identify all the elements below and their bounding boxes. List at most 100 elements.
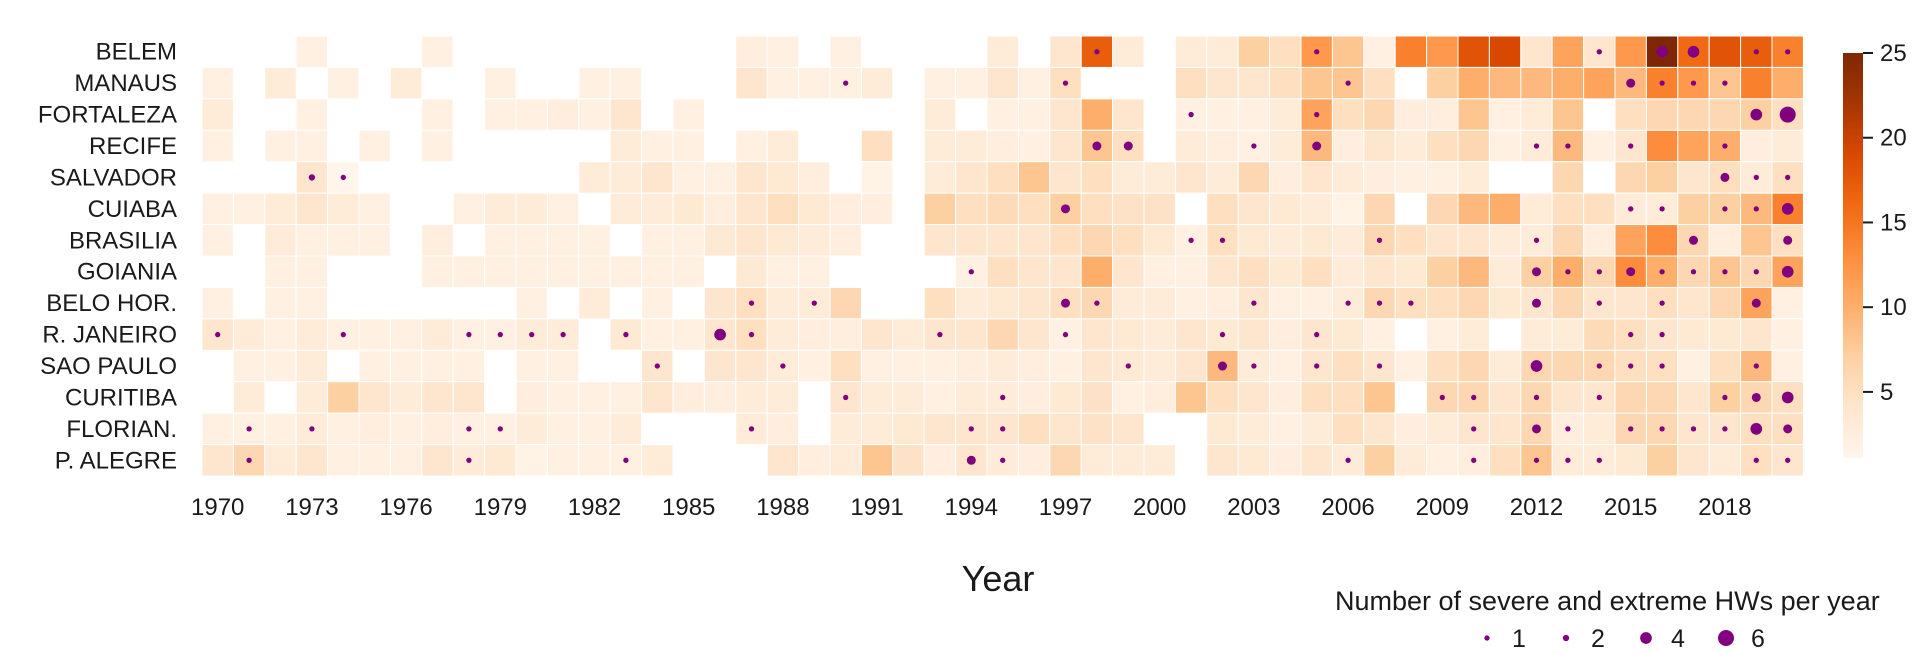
heatmap-cell (955, 286, 988, 320)
hw-dot (937, 331, 943, 338)
heatmap-cell (578, 255, 611, 288)
colorbar-tick-label: 10 (1880, 294, 1907, 321)
size-legend: Number of severe and extreme HWs per yea… (1335, 586, 1880, 653)
hw-dot (1722, 426, 1728, 432)
heatmap-cell (798, 66, 831, 100)
heatmap-cell (1206, 318, 1239, 351)
hw-dot (1722, 269, 1728, 275)
heatmap-cell (515, 286, 548, 320)
hw-dot (968, 269, 974, 275)
heatmap-cell (1551, 192, 1585, 226)
heatmap-cell (389, 444, 423, 477)
heatmap-cell (1583, 66, 1616, 100)
heatmap-cell (892, 318, 925, 351)
heatmap-cell (1457, 349, 1490, 383)
heatmap-cell (986, 349, 1019, 383)
heatmap-cell (389, 318, 423, 351)
heatmap-cell (1112, 35, 1145, 68)
heatmap-cell (986, 255, 1019, 288)
heatmap-cell (201, 286, 234, 320)
hw-dot (1188, 111, 1194, 118)
hw-dot (1376, 237, 1383, 243)
heatmap-cell (829, 286, 862, 320)
heatmap-cell (1488, 224, 1522, 257)
heatmap-cell (1583, 129, 1616, 163)
hw-dot (560, 331, 566, 338)
heatmap-cell (264, 412, 297, 446)
heatmap-cell (923, 349, 957, 383)
x-tick-label: 1991 (850, 494, 903, 521)
heatmap-cell (1551, 98, 1585, 131)
heatmap-cell (1300, 255, 1333, 288)
heatmap-cell (986, 192, 1019, 226)
heatmap-cell (1677, 318, 1710, 351)
heatmap-cell (766, 129, 800, 163)
heatmap-cell (735, 129, 768, 163)
heatmap-cell (1112, 444, 1145, 477)
heatmap-cell (1677, 286, 1710, 320)
heatmap-cell (295, 286, 329, 320)
heatmap-cell (1206, 35, 1239, 68)
hw-dot (1376, 300, 1383, 306)
heatmap-cell (1049, 381, 1082, 414)
hw-dot (1219, 237, 1226, 243)
heatmap-cell (1017, 66, 1051, 100)
heatmap-cell (1080, 381, 1114, 414)
hw-dot (309, 426, 315, 432)
heatmap-cell (1520, 98, 1553, 131)
heatmap-cell (1049, 161, 1082, 194)
heatmap-cell (546, 412, 580, 446)
heatmap-cell (1080, 224, 1114, 257)
heatmap-cell (641, 224, 674, 257)
hw-dot (1628, 206, 1634, 212)
heatmap-cell (1269, 35, 1302, 68)
heatmap-cell (358, 412, 391, 446)
heatmap-cells (201, 35, 1804, 477)
heatmap-cell (1331, 35, 1365, 68)
heatmap-cell (1237, 66, 1271, 100)
heatmap-cell (1488, 444, 1522, 477)
heatmap-cell (546, 192, 580, 226)
heatmap-cell (1551, 349, 1585, 383)
hw-dot (1565, 143, 1571, 149)
hw-dot (1750, 423, 1763, 435)
heatmap-cell (892, 444, 925, 477)
heatmap-cell (1426, 412, 1459, 446)
hw-dot (1781, 203, 1794, 215)
heatmap-cell (389, 66, 423, 100)
heatmap-cell (1677, 98, 1710, 131)
heatmap-cell (923, 161, 957, 194)
heatmap-cell (860, 318, 894, 351)
heatmap-cell (1269, 161, 1302, 194)
heatmap-cell (1112, 255, 1145, 288)
heatmap-cell (955, 381, 988, 414)
heatmap-cell (798, 192, 831, 226)
heatmap-cell (1017, 98, 1051, 131)
heatmap-cell (1520, 35, 1553, 68)
heatmap-cell (1457, 318, 1490, 351)
x-tick-label: 2012 (1510, 494, 1563, 521)
heatmap-cell (1300, 224, 1333, 257)
heatmap-cell (1174, 286, 1208, 320)
heatmap-cell (1771, 349, 1804, 383)
heatmap-cell (201, 444, 234, 477)
x-axis-tick-labels: 1970 1973 1976 1979 1982 1985 1988 1991 1994 1997… (191, 494, 1752, 521)
heatmap-cell (672, 161, 705, 194)
heatmap-cell (1457, 286, 1490, 320)
heatmap-cell (1426, 35, 1459, 68)
heatmap-cell (1645, 444, 1679, 477)
heatmap-cell (1143, 381, 1176, 414)
heatmap-cell (515, 444, 548, 477)
heatmap-cell (609, 381, 643, 414)
heatmap-cell (515, 98, 548, 131)
heatmap-cell (1363, 192, 1396, 226)
heatmap-cell (546, 381, 580, 414)
heatmap-cell (1017, 255, 1051, 288)
hw-dot (1690, 269, 1697, 275)
heatmap-cell (1331, 129, 1365, 163)
heatmap-cell (578, 381, 611, 414)
hw-dot (1753, 457, 1759, 463)
heatmap-cell (766, 66, 800, 100)
heatmap-cell (923, 66, 957, 100)
heatmap-cell (735, 349, 768, 383)
